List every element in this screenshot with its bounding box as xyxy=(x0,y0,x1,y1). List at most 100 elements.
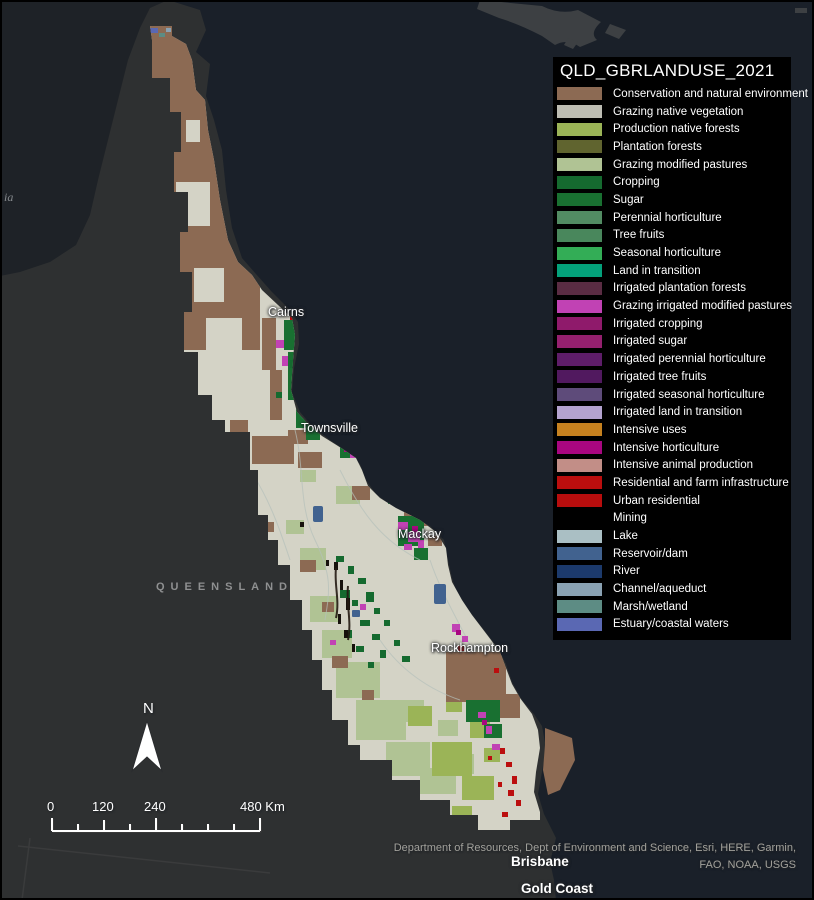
neighbor-landmass xyxy=(477,0,807,49)
legend-item: Irrigated cropping xyxy=(557,315,791,333)
basemap-roads xyxy=(17,837,271,900)
legend-swatch xyxy=(557,352,602,366)
legend-item: Land in transition xyxy=(557,262,791,280)
legend-item-label: Mining xyxy=(613,512,647,525)
legend-item: Irrigated land in transition xyxy=(557,403,791,421)
legend-item-label: Irrigated perennial horticulture xyxy=(613,353,766,366)
legend-swatch xyxy=(557,423,602,437)
legend-item: Residential and farm infrastructure xyxy=(557,474,791,492)
legend-swatch xyxy=(557,529,602,543)
legend-item-label: Channel/aqueduct xyxy=(613,583,707,596)
legend-item: Intensive horticulture xyxy=(557,439,791,457)
legend-swatch xyxy=(557,211,602,225)
city-label-gold-coast: Gold Coast xyxy=(521,881,594,896)
legend-item: River xyxy=(557,563,791,581)
legend-swatch xyxy=(557,617,602,631)
legend-item-label: Urban residential xyxy=(613,494,700,507)
attribution: Department of Resources, Dept of Environ… xyxy=(356,840,796,874)
legend-swatch xyxy=(557,264,602,278)
legend-item-label: Marsh/wetland xyxy=(613,600,688,613)
legend-swatch xyxy=(557,370,602,384)
legend-item: Conservation and natural environment xyxy=(557,85,808,103)
legend-swatch xyxy=(557,494,602,508)
legend-item: Grazing modified pastures xyxy=(557,156,791,174)
legend-swatch xyxy=(557,193,602,207)
city-label-townsville: Townsville xyxy=(301,421,358,435)
legend-title: QLD_GBRLANDUSE_2021 xyxy=(560,61,775,80)
scale-label-0: 0 xyxy=(47,799,55,814)
legend-item-label: Grazing modified pastures xyxy=(613,158,748,171)
legend-item-label: Tree fruits xyxy=(613,229,665,242)
legend-swatch xyxy=(557,140,602,154)
attribution-line2: FAO, NOAA, USGS xyxy=(699,859,796,871)
legend-item-label: Cropping xyxy=(613,176,660,189)
north-arrow-label: N xyxy=(143,700,154,717)
legend-items: Conservation and natural environment Graz… xyxy=(557,85,808,634)
legend-item: Plantation forests xyxy=(557,138,791,156)
legend-swatch xyxy=(557,122,602,136)
legend-swatch xyxy=(557,564,602,578)
city-label-mackay: Mackay xyxy=(398,527,442,541)
legend-item: Urban residential xyxy=(557,492,791,510)
region-label: QUEENSLAND xyxy=(156,581,294,593)
legend-item: Reservoir/dam xyxy=(557,545,791,563)
legend-item: Cropping xyxy=(557,173,791,191)
legend-swatch xyxy=(557,334,602,348)
legend-item-label: Irrigated cropping xyxy=(613,317,703,330)
legend-item-label: Plantation forests xyxy=(613,140,702,153)
gulf-water xyxy=(0,0,168,276)
legend-item-label: Intensive animal production xyxy=(613,459,753,472)
legend-item: Irrigated perennial horticulture xyxy=(557,350,791,368)
legend-item-label: Irrigated land in transition xyxy=(613,406,743,419)
legend-item-label: Intensive uses xyxy=(613,423,687,436)
legend-item: Estuary/coastal waters xyxy=(557,616,791,634)
legend-swatch xyxy=(557,458,602,472)
legend-item: Production native forests xyxy=(557,120,791,138)
legend-item-label: Reservoir/dam xyxy=(613,547,688,560)
scale-label-120: 120 xyxy=(92,799,114,814)
legend-swatch xyxy=(557,441,602,455)
legend-item: Sugar xyxy=(557,191,791,209)
city-label-rockhampton: Rockhampton xyxy=(431,641,509,655)
edge-label-fragment: ia xyxy=(4,190,14,204)
legend-swatch xyxy=(557,388,602,402)
city-label-brisbane: Brisbane xyxy=(511,854,569,869)
legend-item: Grazing native vegetation xyxy=(557,103,791,121)
scale-label-240: 240 xyxy=(144,799,166,814)
legend-item: Marsh/wetland xyxy=(557,598,791,616)
legend-item: Intensive uses xyxy=(557,421,791,439)
legend-item-label: Intensive horticulture xyxy=(613,441,720,454)
legend-swatch xyxy=(557,511,602,525)
legend-item: Irrigated tree fruits xyxy=(557,368,791,386)
legend-item-label: Irrigated plantation forests xyxy=(613,282,746,295)
legend-item-label: Perennial horticulture xyxy=(613,211,722,224)
legend-swatch xyxy=(557,317,602,331)
legend-swatch xyxy=(557,228,602,242)
legend-swatch xyxy=(557,87,602,101)
legend-item: Irrigated seasonal horticulture xyxy=(557,386,791,404)
legend-swatch xyxy=(557,281,602,295)
legend-item: Irrigated plantation forests xyxy=(557,280,791,298)
legend-swatch xyxy=(557,105,602,119)
legend-item: Seasonal horticulture xyxy=(557,244,791,262)
legend-item: Lake xyxy=(557,527,791,545)
legend-swatch xyxy=(557,600,602,614)
legend-swatch xyxy=(557,175,602,189)
legend-item-label: Irrigated seasonal horticulture xyxy=(613,388,765,401)
legend-item: Tree fruits xyxy=(557,227,791,245)
legend-swatch xyxy=(557,582,602,596)
legend-item-label: Lake xyxy=(613,530,638,543)
legend-item-label: Grazing native vegetation xyxy=(613,105,744,118)
legend-item-label: Estuary/coastal waters xyxy=(613,618,729,631)
north-arrow-icon xyxy=(130,719,164,773)
legend-swatch xyxy=(557,476,602,490)
legend-swatch xyxy=(557,299,602,313)
legend-item: Perennial horticulture xyxy=(557,209,791,227)
city-label-cairns: Cairns xyxy=(268,305,305,319)
legend-item: Mining xyxy=(557,510,791,528)
scale-label-480: 480 Km xyxy=(240,799,285,814)
legend-item-label: Sugar xyxy=(613,193,644,206)
legend-swatch xyxy=(557,158,602,172)
legend-swatch xyxy=(557,405,602,419)
legend-item-label: Land in transition xyxy=(613,264,701,277)
